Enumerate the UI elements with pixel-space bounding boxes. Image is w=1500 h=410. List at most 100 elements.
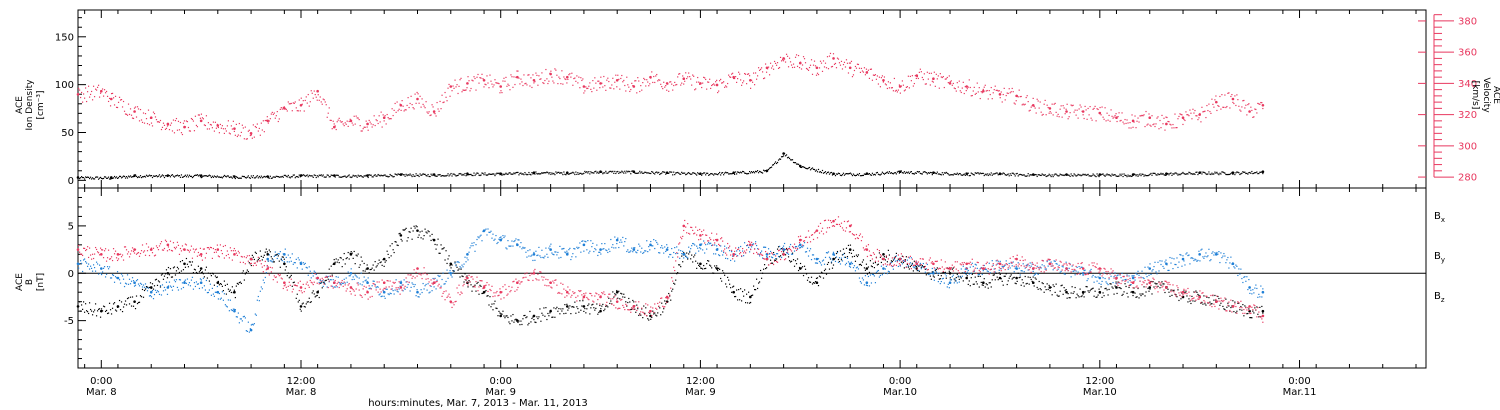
series-density-sample bbox=[164, 177, 165, 178]
series-velocity-sample bbox=[382, 126, 383, 127]
series-density-sample bbox=[773, 164, 774, 165]
series-by-sample bbox=[794, 250, 795, 251]
series-bx-sample bbox=[1186, 295, 1187, 296]
series-bx-sample bbox=[1052, 294, 1053, 295]
series-by-sample bbox=[95, 271, 96, 272]
series-bx-sample bbox=[544, 316, 545, 317]
series-density-sample bbox=[1059, 175, 1060, 176]
series-by-sample bbox=[323, 286, 324, 287]
series-by-sample bbox=[807, 248, 808, 249]
series-bx-point bbox=[1082, 291, 1085, 294]
series-by-sample bbox=[938, 281, 939, 282]
series-by-sample bbox=[751, 246, 752, 247]
series-velocity-sample bbox=[424, 107, 425, 108]
series-velocity-sample bbox=[582, 78, 583, 79]
series-velocity-sample bbox=[1033, 98, 1034, 99]
series-by-sample bbox=[768, 248, 769, 249]
series-velocity-point bbox=[466, 82, 469, 85]
series-velocity-sample bbox=[764, 77, 765, 78]
series-bx-sample bbox=[431, 234, 432, 235]
series-velocity-sample bbox=[946, 78, 947, 79]
series-density-sample bbox=[1037, 176, 1038, 177]
series-velocity-sample bbox=[818, 74, 819, 75]
series-velocity-sample bbox=[1053, 114, 1054, 115]
series-bx-sample bbox=[602, 304, 603, 305]
series-velocity-sample bbox=[427, 113, 428, 114]
series-bx-sample bbox=[351, 251, 352, 252]
series-by-sample bbox=[1023, 263, 1024, 264]
series-by-sample bbox=[817, 263, 818, 264]
series-velocity-sample bbox=[1012, 88, 1013, 89]
series-bx-sample bbox=[968, 284, 969, 285]
series-velocity-point bbox=[250, 132, 253, 135]
series-bx-sample bbox=[90, 309, 91, 310]
series-density-sample bbox=[871, 175, 872, 176]
series-bx-sample bbox=[193, 272, 194, 273]
series-bx-sample bbox=[1068, 293, 1069, 294]
series-bx-sample bbox=[538, 316, 539, 317]
series-density-sample bbox=[565, 174, 566, 175]
series-velocity-sample bbox=[89, 97, 90, 98]
series-density-sample bbox=[448, 175, 449, 176]
series-bx-sample bbox=[365, 270, 366, 271]
series-density-sample bbox=[321, 174, 322, 175]
series-velocity-sample bbox=[432, 106, 433, 107]
series-density-sample bbox=[406, 174, 407, 175]
series-density-sample bbox=[695, 173, 696, 174]
series-density-sample bbox=[614, 171, 615, 172]
series-density-sample bbox=[713, 174, 714, 175]
series-velocity-sample bbox=[1181, 114, 1182, 115]
series-by-sample bbox=[223, 300, 224, 301]
series-density-sample bbox=[795, 162, 796, 163]
series-bx-sample bbox=[581, 305, 582, 306]
series-density-sample bbox=[735, 171, 736, 172]
series-density-sample bbox=[673, 172, 674, 173]
series-density-sample bbox=[554, 174, 555, 175]
series-by-sample bbox=[291, 261, 292, 262]
series-by-sample bbox=[846, 263, 847, 264]
series-velocity-sample bbox=[970, 87, 971, 88]
series-by-sample bbox=[444, 283, 445, 284]
series-velocity-sample bbox=[829, 56, 830, 57]
series-by-sample bbox=[192, 277, 193, 278]
series-velocity-sample bbox=[1037, 99, 1038, 100]
series-density-sample bbox=[412, 176, 413, 177]
series-bx-sample bbox=[509, 323, 510, 324]
series-by-sample bbox=[193, 289, 194, 290]
series-density-sample bbox=[908, 172, 909, 173]
series-by-sample bbox=[690, 248, 691, 249]
series-velocity-sample bbox=[740, 79, 741, 80]
series-bx-sample bbox=[676, 273, 677, 274]
series-bx-sample bbox=[1100, 286, 1101, 287]
series-by-sample bbox=[154, 294, 155, 295]
series-velocity-point bbox=[599, 82, 602, 85]
series-by-sample bbox=[591, 246, 592, 247]
series-velocity-sample bbox=[603, 76, 604, 77]
series-by-sample bbox=[210, 284, 211, 285]
series-by-sample bbox=[946, 275, 947, 276]
series-velocity-sample bbox=[393, 115, 394, 116]
series-velocity-sample bbox=[397, 101, 398, 102]
series-velocity-sample bbox=[383, 114, 384, 115]
series-velocity-sample bbox=[871, 69, 872, 70]
series-velocity-sample bbox=[353, 124, 354, 125]
series-density-sample bbox=[90, 177, 91, 178]
series-density-sample bbox=[818, 169, 819, 170]
series-density-sample bbox=[1054, 174, 1055, 175]
series-density-sample bbox=[222, 177, 223, 178]
series-by-sample bbox=[727, 258, 728, 259]
series-bx-sample bbox=[213, 273, 214, 274]
series-bx-sample bbox=[371, 269, 372, 270]
series-by-sample bbox=[878, 270, 879, 271]
series-velocity-sample bbox=[379, 115, 380, 116]
series-bx-sample bbox=[387, 251, 388, 252]
series-density-sample bbox=[241, 178, 242, 179]
series-velocity-sample bbox=[1124, 119, 1125, 120]
series-velocity-sample bbox=[815, 65, 816, 66]
series-density-sample bbox=[1220, 173, 1221, 174]
series-velocity-sample bbox=[154, 113, 155, 114]
series-bx-sample bbox=[553, 307, 554, 308]
series-density-sample bbox=[1071, 173, 1072, 174]
series-velocity-sample bbox=[176, 118, 177, 119]
series-by-sample bbox=[191, 280, 192, 281]
